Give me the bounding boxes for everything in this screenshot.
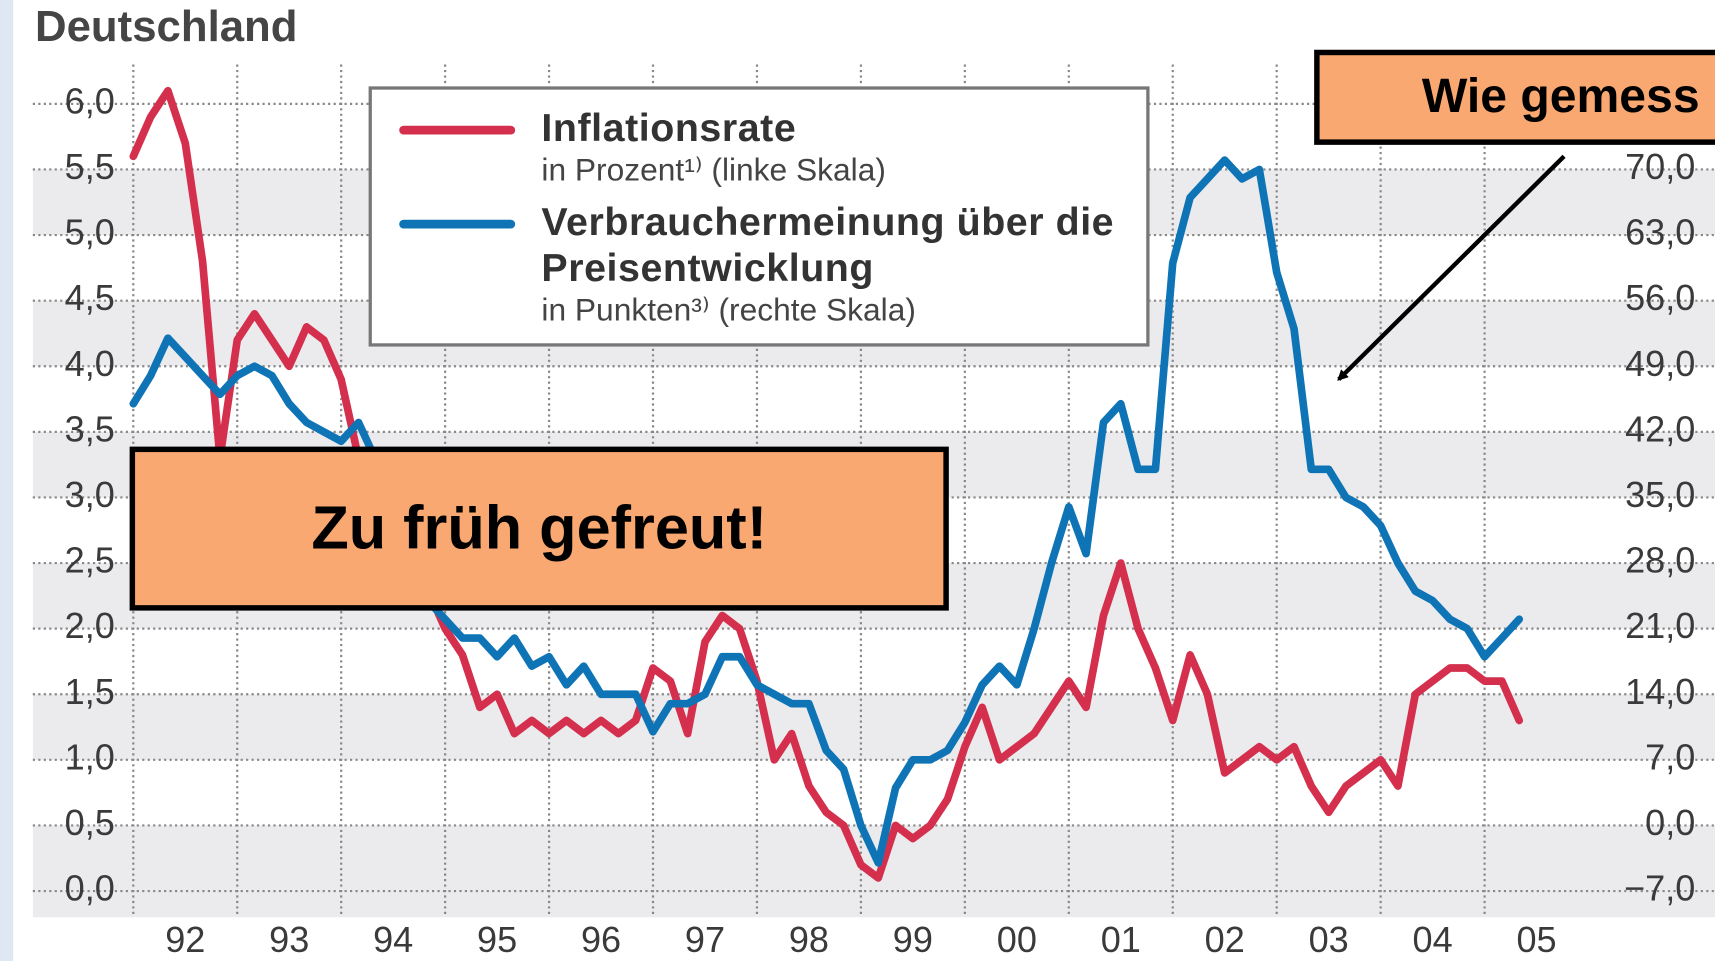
legend-label: Inflationsrate: [541, 104, 797, 150]
annotation: Wie gemess: [1422, 69, 1700, 123]
y2-tick-label: 7,0: [1645, 736, 1695, 777]
x-tick-label: 94: [373, 919, 413, 960]
x-tick-label: 02: [1205, 919, 1245, 960]
y2-tick-label: 35,0: [1625, 474, 1695, 515]
annotation: Zu früh gefreut!: [311, 494, 767, 562]
x-tick-label: 96: [581, 919, 621, 960]
y-tick-label: 6,0: [65, 80, 115, 121]
band: [32, 891, 1715, 918]
x-tick-label: 92: [165, 919, 205, 960]
legend-entry: Inflationsrate in Prozent¹⁾ (linke Skala): [541, 105, 1143, 190]
y-tick-label: 0,0: [65, 868, 115, 909]
annotation-box: [129, 446, 949, 611]
x-tick-label: 97: [685, 919, 725, 960]
y2-tick-label: 70,0: [1625, 146, 1695, 187]
annotation-box: [1314, 49, 1715, 145]
legend-swatch: [399, 125, 516, 135]
x-tick-label: 93: [269, 919, 309, 960]
y-tick-label: 2,5: [65, 540, 115, 581]
band: [32, 694, 1715, 760]
y-tick-label: 2,0: [65, 605, 115, 646]
y-tick-label: 0,5: [65, 802, 115, 843]
y2-tick-label: 28,0: [1625, 540, 1695, 581]
y2-tick-label: 0,0: [1645, 802, 1695, 843]
x-tick-label: 03: [1309, 919, 1349, 960]
legend-label: Verbrauchermeinung über die Preisentwick…: [541, 198, 1115, 290]
x-tick-label: 99: [893, 919, 933, 960]
y2-tick-label: 56,0: [1625, 277, 1695, 318]
side-strip: [0, 0, 14, 961]
legend-note: in Prozent¹⁾ (linke Skala): [541, 153, 886, 189]
y-tick-label: 5,0: [65, 212, 115, 253]
x-tick-label: 98: [789, 919, 829, 960]
y-tick-label: 4,5: [65, 277, 115, 318]
x-tick-label: 01: [1101, 919, 1141, 960]
y-tick-label: 3,0: [65, 474, 115, 515]
arrow: [1337, 154, 1566, 381]
x-tick-label: 04: [1413, 919, 1453, 960]
x-tick-label: 95: [477, 919, 517, 960]
y2-tick-label: −7,0: [1624, 868, 1695, 909]
y-tick-label: 5,5: [65, 146, 115, 187]
y-tick-label: 1,5: [65, 671, 115, 712]
y2-tick-label: 63,0: [1625, 212, 1695, 253]
x-tick-label: 05: [1516, 919, 1556, 960]
y2-tick-label: 14,0: [1625, 671, 1695, 712]
y-tick-label: 3,5: [65, 408, 115, 449]
x-tick-label: 00: [997, 919, 1037, 960]
legend-entry: Verbrauchermeinung über die Preisentwick…: [541, 199, 1143, 330]
y2-tick-label: 21,0: [1625, 605, 1695, 646]
chart-title: Deutschland: [35, 2, 298, 51]
y2-tick-label: 42,0: [1625, 408, 1695, 449]
y2-tick-label: 49,0: [1625, 343, 1695, 384]
legend-note: in Punkten³⁾ (rechte Skala): [541, 293, 916, 328]
y-tick-label: 1,0: [65, 736, 115, 777]
y-tick-label: 4,0: [65, 343, 115, 384]
legend-swatch: [399, 219, 516, 229]
legend: Inflationsrate in Prozent¹⁾ (linke Skala)…: [368, 86, 1150, 347]
series-line: [129, 156, 1524, 867]
